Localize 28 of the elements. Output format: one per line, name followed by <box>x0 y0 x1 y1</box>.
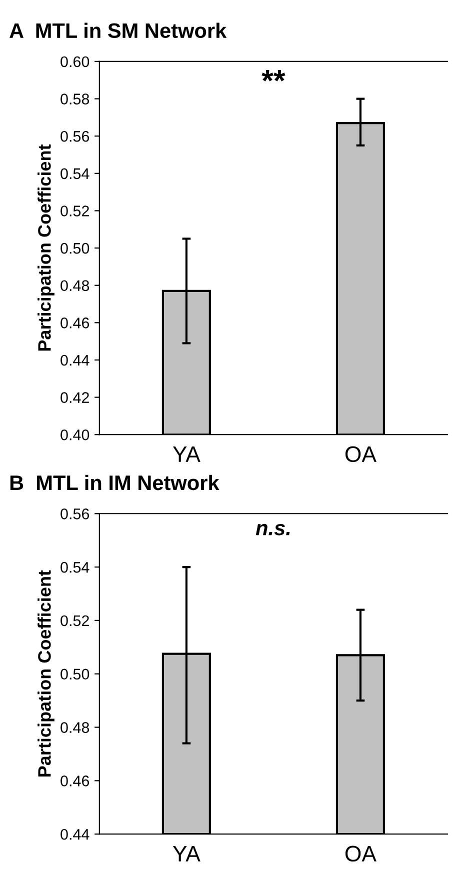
y-tick-label: 0.46 <box>60 318 90 328</box>
y-tick-label: 0.58 <box>60 94 90 104</box>
y-tick-label: 0.54 <box>60 562 90 573</box>
y-axis-title: Participation Coefficient <box>38 144 54 351</box>
y-tick-label: 0.46 <box>60 776 90 786</box>
y-tick-label: 0.50 <box>60 668 90 680</box>
y-tick-label: 0.40 <box>60 429 90 440</box>
y-tick-label: 0.48 <box>60 722 90 733</box>
annotation: n.s. <box>256 524 290 536</box>
x-tick-label: YA <box>172 446 200 462</box>
x-tick-label: OA <box>345 446 376 462</box>
chart-title: A MTL in SM Network <box>10 22 227 38</box>
y-tick-label: 0.48 <box>60 280 90 292</box>
y-tick-label: 0.44 <box>60 354 90 366</box>
annotation: ** <box>262 70 286 82</box>
x-tick-label: OA <box>345 846 376 862</box>
y-tick-label: 0.42 <box>60 392 89 403</box>
y-tick-label: 0.54 <box>60 168 90 180</box>
y-tick-label: 0.44 <box>60 828 90 840</box>
y-tick-label: 0.56 <box>60 130 90 142</box>
chart-title: B MTL in IM Network <box>10 474 220 490</box>
y-axis-title: Participation Coefficient <box>38 570 54 776</box>
y-tick-label: 0.56 <box>60 508 90 520</box>
y-tick-label: 0.52 <box>60 206 89 216</box>
y-tick-label: 0.52 <box>60 615 89 626</box>
y-tick-label: 0.50 <box>60 242 90 254</box>
x-tick-label: YA <box>172 846 200 862</box>
y-tick-label: 0.60 <box>60 56 90 68</box>
